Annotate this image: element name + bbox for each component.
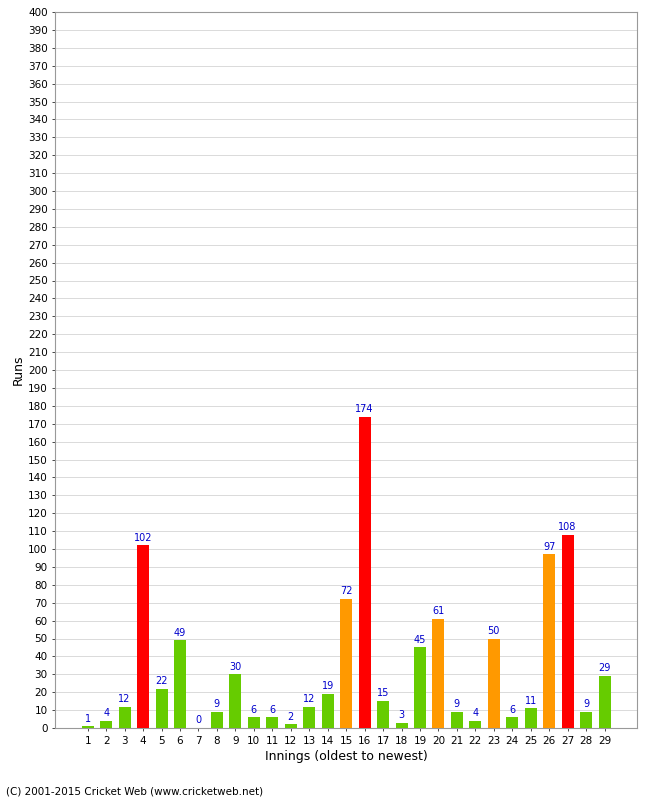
Bar	[322, 694, 333, 728]
Bar	[414, 647, 426, 728]
X-axis label: Innings (oldest to newest): Innings (oldest to newest)	[265, 750, 428, 763]
Bar	[285, 725, 297, 728]
Text: 6: 6	[251, 705, 257, 714]
Bar	[137, 546, 149, 728]
Bar	[580, 712, 592, 728]
Text: 30: 30	[229, 662, 242, 672]
Bar	[303, 706, 315, 728]
Text: 15: 15	[377, 689, 389, 698]
Text: 0: 0	[196, 715, 202, 726]
Bar	[340, 599, 352, 728]
Text: 1: 1	[84, 714, 91, 723]
Text: 12: 12	[118, 694, 131, 704]
Bar	[562, 534, 574, 728]
Bar	[359, 417, 370, 728]
Text: 9: 9	[583, 699, 589, 710]
Text: 9: 9	[214, 699, 220, 710]
Bar	[229, 674, 241, 728]
Bar	[82, 726, 94, 728]
Text: 29: 29	[599, 663, 611, 674]
Bar	[469, 721, 482, 728]
Text: 22: 22	[155, 676, 168, 686]
Text: (C) 2001-2015 Cricket Web (www.cricketweb.net): (C) 2001-2015 Cricket Web (www.cricketwe…	[6, 786, 264, 796]
Text: 102: 102	[134, 533, 152, 542]
Text: 50: 50	[488, 626, 500, 636]
Bar	[174, 640, 186, 728]
Text: 108: 108	[558, 522, 577, 532]
Text: 72: 72	[340, 586, 352, 597]
Text: 61: 61	[432, 606, 445, 616]
Bar	[543, 554, 555, 728]
Bar	[451, 712, 463, 728]
Bar	[432, 619, 445, 728]
Bar	[211, 712, 223, 728]
Text: 49: 49	[174, 628, 186, 638]
Text: 4: 4	[103, 708, 109, 718]
Text: 9: 9	[454, 699, 460, 710]
Text: 3: 3	[398, 710, 404, 720]
Text: 12: 12	[303, 694, 315, 704]
Bar	[377, 701, 389, 728]
Bar	[100, 721, 112, 728]
Text: 6: 6	[509, 705, 515, 714]
Bar	[266, 718, 278, 728]
Text: 4: 4	[473, 708, 478, 718]
Text: 2: 2	[287, 712, 294, 722]
Bar	[525, 708, 537, 728]
Text: 19: 19	[322, 682, 334, 691]
Bar	[155, 689, 168, 728]
Text: 45: 45	[414, 634, 426, 645]
Bar	[118, 706, 131, 728]
Text: 174: 174	[356, 404, 374, 414]
Bar	[506, 718, 518, 728]
Bar	[488, 638, 500, 728]
Y-axis label: Runs: Runs	[12, 354, 25, 386]
Text: 97: 97	[543, 542, 555, 552]
Text: 11: 11	[525, 696, 537, 706]
Bar	[248, 718, 260, 728]
Bar	[599, 676, 610, 728]
Bar	[395, 722, 408, 728]
Text: 6: 6	[269, 705, 276, 714]
